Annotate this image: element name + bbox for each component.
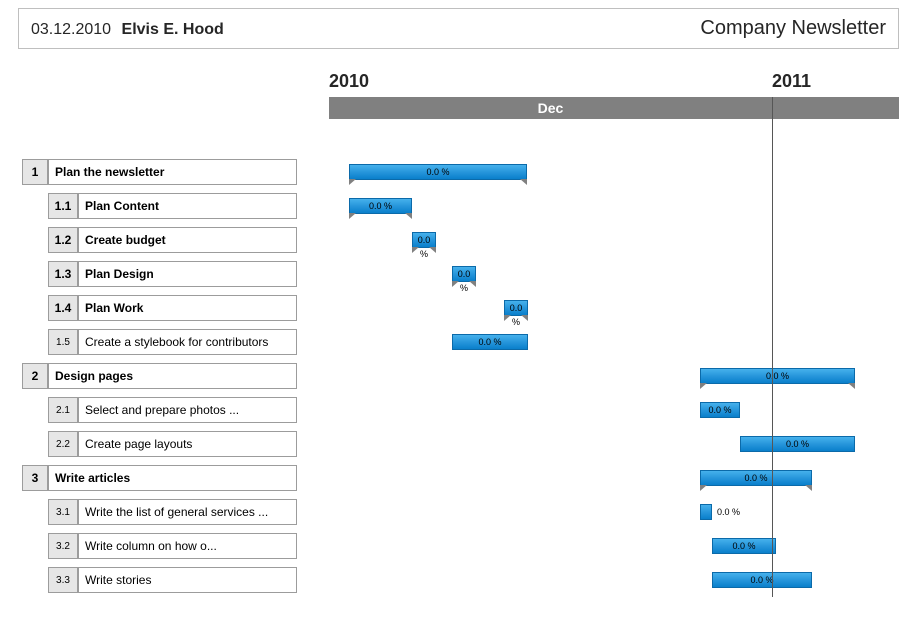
gantt-summary-bar[interactable]: 0.0 % — [700, 470, 812, 486]
gantt-task-bar[interactable]: 0.0 % — [740, 436, 855, 452]
year-label: 2010 — [329, 71, 369, 92]
gantt-summary-bar[interactable]: 0.0 % — [349, 198, 412, 214]
task-number-minor: 3.3 — [48, 567, 78, 593]
task-row: 1.1Plan Content 0.0 % — [0, 189, 917, 223]
year-separator — [772, 97, 773, 597]
task-row: 1Plan the newsletter 0.0 % — [0, 155, 917, 189]
header-bar: 03.12.2010 Elvis E. Hood Company Newslet… — [18, 8, 899, 49]
month-header-band: Dec — [0, 97, 917, 119]
task-name-minor: Write stories — [78, 567, 297, 593]
spacer — [0, 119, 917, 155]
task-row: 2Design pages 0.0 % — [0, 359, 917, 393]
header-left: 03.12.2010 Elvis E. Hood — [31, 21, 224, 39]
month-header: Dec — [329, 97, 772, 119]
task-row: 1.2Create budget 0.0 % — [0, 223, 917, 257]
task-row: 2.1Select and prepare photos ... 0.0 % — [0, 393, 917, 427]
header-date: 03.12.2010 — [31, 21, 111, 38]
task-row: 1.5Create a stylebook for contributors 0.… — [0, 325, 917, 359]
task-number-minor: 1.3 — [48, 261, 78, 287]
task-number-major: 1 — [22, 159, 48, 185]
month-header-next — [773, 97, 899, 119]
task-name-minor: Create page layouts — [78, 431, 297, 457]
gantt-summary-bar[interactable]: 0.0 % — [452, 266, 476, 282]
task-number-minor: 1.4 — [48, 295, 78, 321]
gantt-summary-bar[interactable]: 0.0 % — [349, 164, 527, 180]
year-label: 2011 — [772, 71, 811, 92]
task-name-minor: Plan Design — [78, 261, 297, 287]
task-number-minor: 2.1 — [48, 397, 78, 423]
gantt-summary-bar[interactable]: 0.0 % — [412, 232, 436, 248]
task-name-minor: Select and prepare photos ... — [78, 397, 297, 423]
task-name-major: Plan the newsletter — [48, 159, 297, 185]
task-number-minor: 2.2 — [48, 431, 78, 457]
task-number-minor: 1.2 — [48, 227, 78, 253]
task-number-minor: 3.2 — [48, 533, 78, 559]
gantt-pct-label: 0.0 % — [717, 505, 740, 519]
task-number-minor: 3.1 — [48, 499, 78, 525]
gantt-task-bar[interactable]: 0.0 % — [700, 402, 740, 418]
task-name-major: Write articles — [48, 465, 297, 491]
gantt-task-bar[interactable]: 0.0 % — [712, 572, 812, 588]
task-number-major: 2 — [22, 363, 48, 389]
gantt-summary-bar[interactable]: 0.0 % — [504, 300, 528, 316]
task-row: 1.3Plan Design 0.0 % — [0, 257, 917, 291]
gantt-chart: 20102011 Dec 1Plan the newsletter0.0 %1.… — [0, 69, 917, 597]
task-row: 2.2Create page layouts 0.0 % — [0, 427, 917, 461]
task-name-minor: Create a stylebook for contributors — [78, 329, 297, 355]
task-number-major: 3 — [22, 465, 48, 491]
task-name-minor: Plan Work — [78, 295, 297, 321]
task-name-minor: Write the list of general services ... — [78, 499, 297, 525]
task-row: 3.2Write column on how o... 0.0 % — [0, 529, 917, 563]
task-row: 1.4Plan Work 0.0 % — [0, 291, 917, 325]
header-title: Company Newsletter — [700, 17, 886, 40]
task-row: 3.3Write stories 0.0 % — [0, 563, 917, 597]
task-name-major: Design pages — [48, 363, 297, 389]
task-number-minor: 1.1 — [48, 193, 78, 219]
gantt-task-bar[interactable]: 0.0 % — [452, 334, 528, 350]
gantt-summary-bar[interactable]: 0.0 % — [700, 368, 855, 384]
gantt-task-bar[interactable]: 0.0 % — [712, 538, 776, 554]
task-number-minor: 1.5 — [48, 329, 78, 355]
gantt-rows: 1Plan the newsletter0.0 %1.1Plan Content… — [0, 155, 917, 597]
gantt-task-bar[interactable]: 0.0 % — [700, 504, 712, 520]
task-name-minor: Plan Content — [78, 193, 297, 219]
year-row: 2010 2011 — [0, 69, 917, 97]
task-row: 3Write articles 0.0 % — [0, 461, 917, 495]
header-author: Elvis E. Hood — [122, 21, 224, 38]
task-name-minor: Create budget — [78, 227, 297, 253]
task-name-minor: Write column on how o... — [78, 533, 297, 559]
task-row: 3.1Write the list of general services ..… — [0, 495, 917, 529]
